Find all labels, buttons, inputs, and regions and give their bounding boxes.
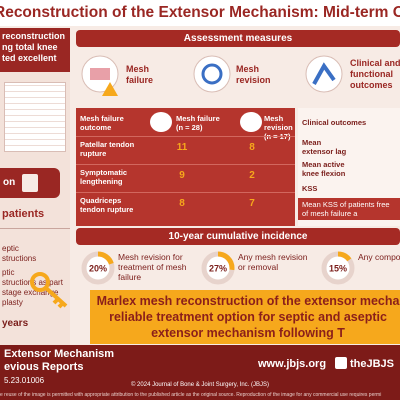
footer-line: evious Reports [4, 361, 84, 373]
site[interactable]: www.jbjs.org [258, 358, 327, 370]
intro-line: ng total knee [2, 42, 58, 52]
row-value: 9 [179, 170, 185, 181]
donut-arc [81, 251, 115, 285]
donut-label: 20% [89, 264, 107, 274]
row-value: 8 [249, 142, 255, 153]
donut-arc [201, 251, 235, 285]
conclusion-line: Marlex mesh reconstruction of the extens… [96, 294, 400, 308]
intro: reconstruction ng total knee ted excelle… [0, 28, 70, 72]
clipboard-icon [22, 174, 38, 192]
icon [150, 112, 172, 132]
divider [0, 228, 70, 229]
incidence-row: 20% 27% 15% [81, 251, 355, 285]
clinical-row: KSS [302, 184, 318, 193]
measure: Clinical and functional outcomes [350, 58, 400, 90]
assessment-header: Assessment measures [76, 30, 400, 47]
intro-line: reconstruction [2, 31, 66, 41]
icon [305, 55, 343, 93]
badge: on [0, 168, 60, 198]
row-divider [76, 164, 295, 165]
row-label: Quadriceps tendon rupture [80, 196, 134, 214]
title-bar [0, 0, 400, 26]
facebook-icon[interactable] [335, 357, 347, 369]
measure-icons [81, 55, 343, 96]
icon [240, 112, 262, 132]
table-header: Mesh failure outcome [80, 114, 124, 132]
patients-label: patients [2, 208, 45, 220]
item-line: structions [2, 254, 37, 263]
legal: e reuse of the image is permitted with a… [0, 392, 382, 398]
xray-image [4, 82, 66, 152]
clinical-note: Mean KSS of patients free of mesh failur… [298, 198, 400, 220]
years: years [2, 318, 29, 329]
conclusion-banner [90, 290, 400, 344]
icon [201, 63, 223, 85]
donut-label: 27% [209, 264, 227, 274]
conclusion-line: extensor mechanism following T [151, 326, 345, 340]
incidence-text: Any component [358, 252, 400, 262]
item-line: plasty [2, 298, 23, 307]
footer-ref: Extensor Mechanism evious Reports 5.23.0… [4, 348, 114, 387]
row-value: 8 [179, 198, 185, 209]
row-label: Patellar tendon rupture [80, 140, 135, 158]
measure: Mesh revision [236, 64, 271, 85]
clinical-row: Mean active knee flexion [302, 160, 346, 178]
incidence-text: Mesh revision for treatment of mesh fail… [118, 252, 187, 282]
incidence-text: Any mesh revision or removal [238, 252, 308, 272]
row-value: 7 [249, 198, 255, 209]
footer [0, 345, 400, 400]
clinical-header: Clinical outcomes [302, 118, 367, 127]
social[interactable]: theJBJS [350, 358, 395, 370]
copyright: © 2024 Journal of Bone & Joint Surgery, … [130, 382, 270, 388]
footer-line: Extensor Mechanism [4, 348, 115, 360]
footer-line: 5.23.01006 [4, 376, 45, 385]
row-divider [76, 192, 295, 193]
clinical-row: Mean extensor lag [302, 138, 347, 156]
key-icon [30, 272, 68, 309]
intro-line: ted excellent [2, 53, 57, 63]
item-line: stage exchange [2, 288, 59, 297]
item-line: eptic [2, 244, 19, 253]
table-header: Mesh failure (n = 28) [176, 114, 220, 132]
warning-icon [102, 82, 118, 96]
row-value: 2 [249, 170, 255, 181]
row-value: 11 [176, 142, 188, 153]
title: Reconstruction of the Extensor Mechanism… [0, 4, 400, 21]
measure: Mesh failure [126, 64, 154, 85]
row-divider [76, 136, 295, 137]
item-line: ptic [2, 268, 15, 277]
icon [312, 62, 336, 85]
icon [90, 68, 110, 80]
donut-label: 15% [329, 264, 347, 274]
conclusion-line: reliable treatment option for septic and… [109, 310, 387, 324]
row-label: Symptomatic lengthening [80, 168, 128, 186]
donut-arc [321, 251, 355, 285]
icon [193, 55, 231, 93]
conclusion: Marlex mesh reconstruction of the extens… [96, 293, 400, 341]
item: eptic structions [2, 244, 36, 264]
incidence-header: 10-year cumulative incidence [76, 228, 400, 245]
